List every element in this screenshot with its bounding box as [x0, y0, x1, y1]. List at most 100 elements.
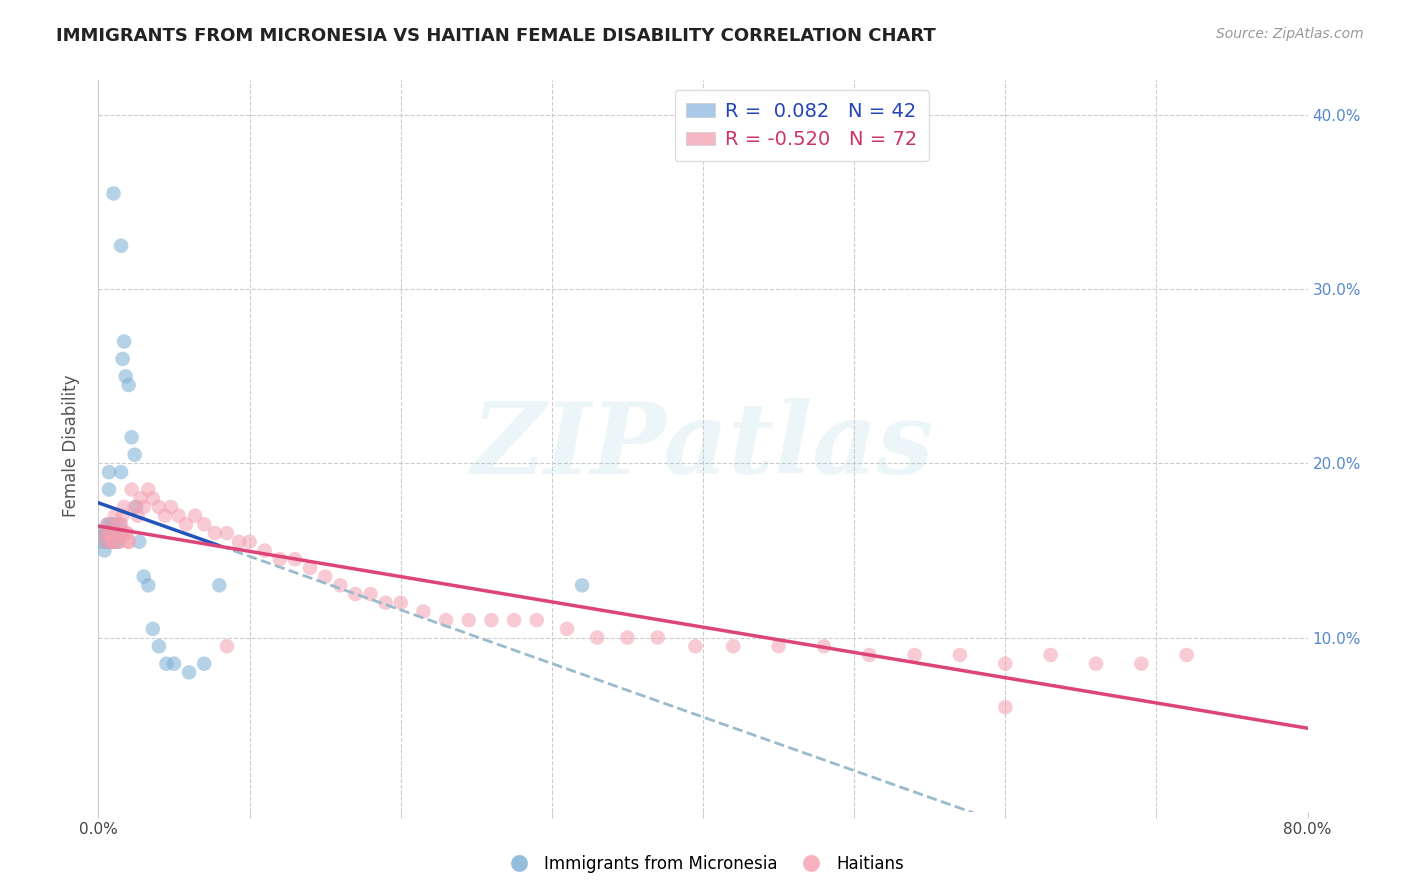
Point — [107, 526, 129, 541]
Point — [586, 631, 609, 645]
Point — [105, 517, 128, 532]
Point — [118, 534, 141, 549]
Point — [228, 534, 250, 549]
Point — [148, 500, 170, 514]
Point — [299, 561, 322, 575]
Point — [101, 526, 124, 541]
Point — [103, 534, 125, 549]
Point — [994, 657, 1017, 671]
Point — [167, 508, 190, 523]
Point — [204, 526, 226, 541]
Point — [124, 500, 146, 514]
Point — [107, 534, 129, 549]
Point — [101, 534, 124, 549]
Text: ZIPatlas: ZIPatlas — [472, 398, 934, 494]
Point — [768, 640, 790, 654]
Point — [160, 500, 183, 514]
Point — [344, 587, 367, 601]
Point — [104, 526, 127, 541]
Point — [1085, 657, 1108, 671]
Point — [96, 517, 118, 532]
Point — [96, 534, 118, 549]
Point — [96, 517, 118, 532]
Point — [858, 648, 880, 662]
Point — [142, 622, 165, 636]
Point — [148, 640, 170, 654]
Point — [110, 517, 132, 532]
Point — [100, 517, 122, 532]
Point — [110, 238, 132, 252]
Point — [723, 640, 745, 654]
Text: Source: ZipAtlas.com: Source: ZipAtlas.com — [1216, 27, 1364, 41]
Point — [329, 578, 352, 592]
Point — [125, 500, 148, 514]
Point — [174, 517, 197, 532]
Point — [153, 508, 176, 523]
Point — [94, 526, 117, 541]
Point — [571, 578, 593, 592]
Point — [118, 534, 141, 549]
Point — [389, 596, 412, 610]
Point — [193, 517, 215, 532]
Point — [360, 587, 382, 601]
Point — [994, 700, 1017, 714]
Point — [121, 483, 143, 497]
Point — [127, 508, 149, 523]
Point — [110, 526, 132, 541]
Point — [114, 526, 136, 541]
Point — [108, 534, 131, 549]
Point — [215, 526, 238, 541]
Point — [163, 657, 186, 671]
Point — [101, 526, 124, 541]
Point — [93, 543, 115, 558]
Point — [121, 430, 143, 444]
Point — [108, 517, 131, 532]
Point — [155, 657, 177, 671]
Point — [104, 534, 127, 549]
Point — [555, 622, 578, 636]
Point — [434, 613, 457, 627]
Legend: R =  0.082   N = 42, R = -0.520   N = 72: R = 0.082 N = 42, R = -0.520 N = 72 — [675, 90, 929, 161]
Point — [184, 508, 207, 523]
Point — [104, 508, 127, 523]
Point — [98, 526, 121, 541]
Point — [685, 640, 707, 654]
Point — [136, 483, 159, 497]
Point — [103, 534, 125, 549]
Point — [904, 648, 927, 662]
Point — [93, 526, 115, 541]
Point — [112, 500, 135, 514]
Point — [526, 613, 548, 627]
Point — [269, 552, 291, 566]
Point — [132, 500, 155, 514]
Point — [91, 534, 114, 549]
Point — [239, 534, 262, 549]
Point — [179, 665, 201, 680]
Point — [253, 543, 276, 558]
Point — [142, 491, 165, 506]
Point — [100, 534, 122, 549]
Point — [215, 640, 238, 654]
Point — [208, 578, 231, 592]
Point — [314, 569, 336, 583]
Point — [103, 186, 125, 201]
Point — [481, 613, 503, 627]
Point — [136, 578, 159, 592]
Point — [124, 448, 146, 462]
Point — [1039, 648, 1062, 662]
Point — [503, 613, 526, 627]
Point — [284, 552, 307, 566]
Point — [412, 604, 434, 618]
Point — [1175, 648, 1198, 662]
Point — [94, 534, 117, 549]
Text: IMMIGRANTS FROM MICRONESIA VS HAITIAN FEMALE DISABILITY CORRELATION CHART: IMMIGRANTS FROM MICRONESIA VS HAITIAN FE… — [56, 27, 936, 45]
Point — [115, 526, 138, 541]
Point — [616, 631, 638, 645]
Point — [949, 648, 972, 662]
Point — [103, 534, 125, 549]
Point — [90, 526, 112, 541]
Point — [193, 657, 215, 671]
Point — [91, 526, 114, 541]
Y-axis label: Female Disability: Female Disability — [62, 375, 80, 517]
Point — [98, 483, 121, 497]
